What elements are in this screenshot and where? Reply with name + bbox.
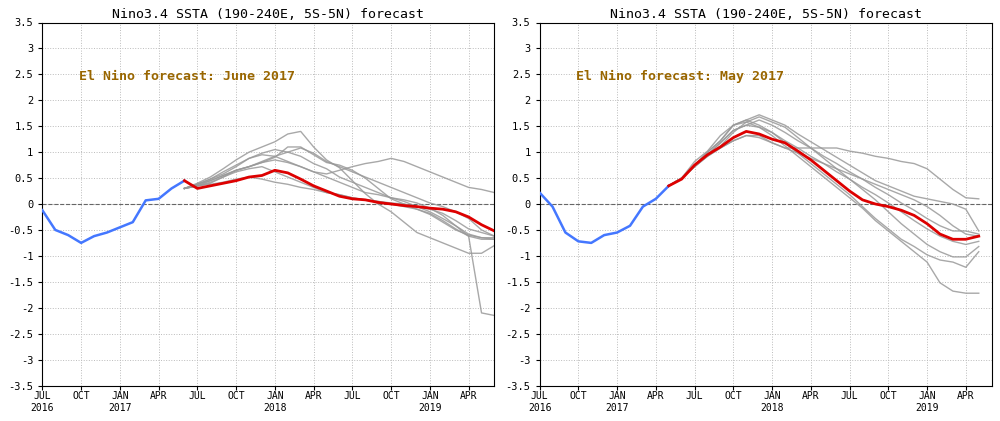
Title: Nino3.4 SSTA (190-240E, 5S-5N) forecast: Nino3.4 SSTA (190-240E, 5S-5N) forecast bbox=[610, 8, 922, 21]
Text: El Nino forecast: June 2017: El Nino forecast: June 2017 bbox=[79, 70, 295, 83]
Title: Nino3.4 SSTA (190-240E, 5S-5N) forecast: Nino3.4 SSTA (190-240E, 5S-5N) forecast bbox=[112, 8, 424, 21]
Text: El Nino forecast: May 2017: El Nino forecast: May 2017 bbox=[576, 70, 784, 83]
